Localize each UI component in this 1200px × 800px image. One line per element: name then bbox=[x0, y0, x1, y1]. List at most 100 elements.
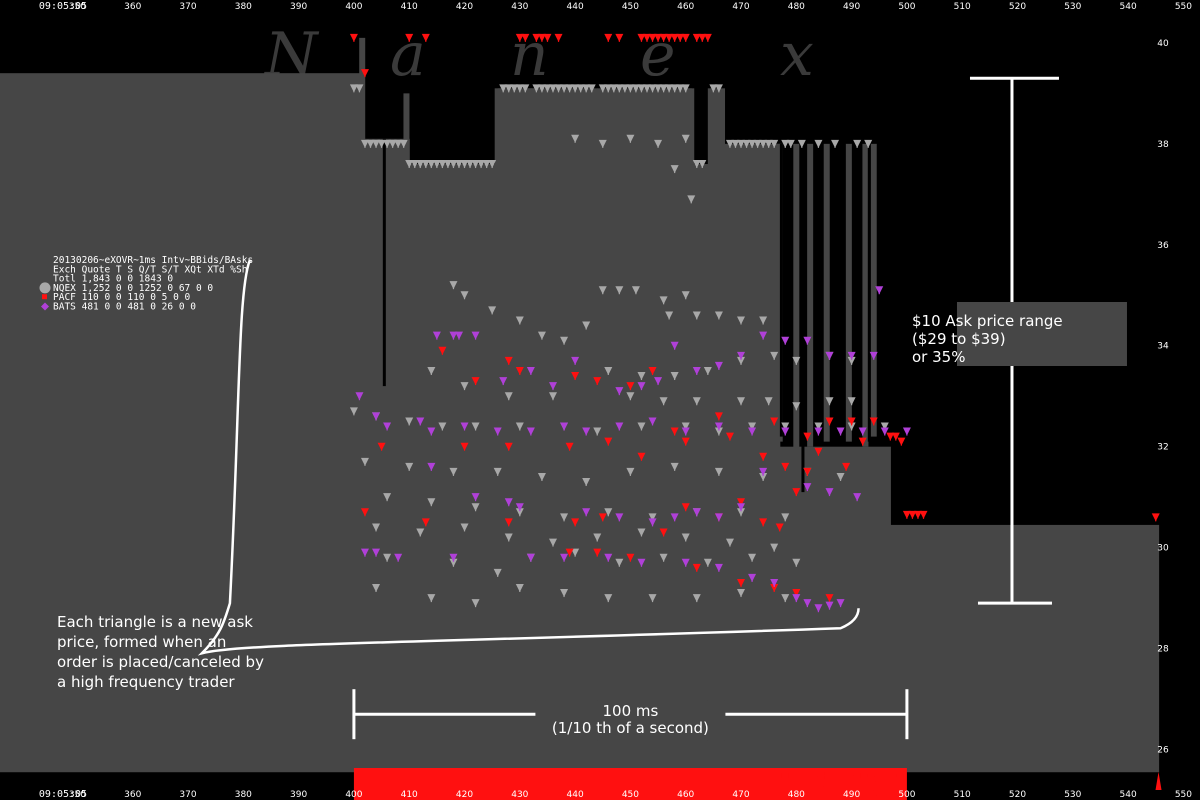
ask-spike bbox=[807, 143, 814, 447]
x-tick-label: 520 bbox=[1009, 790, 1026, 800]
x-tick-label: 540 bbox=[1120, 790, 1137, 800]
x-tick-label: 400 bbox=[345, 2, 362, 12]
ask-spike bbox=[494, 88, 501, 422]
ask-step bbox=[0, 73, 363, 773]
legend-square-icon bbox=[42, 294, 47, 300]
trade-tick bbox=[858, 772, 863, 800]
duration-label: 100 ms bbox=[603, 702, 659, 720]
x-time-start-top: 09:05:05 bbox=[39, 1, 87, 12]
x-tick-label: 440 bbox=[567, 2, 584, 12]
legend-diamond-icon bbox=[41, 302, 49, 311]
price-range-label: or 35% bbox=[912, 348, 965, 366]
y-tick-label: 38 bbox=[1157, 140, 1169, 150]
duration-label: (1/10 th of a second) bbox=[552, 719, 709, 737]
triangle-note-line: order is placed/canceled by bbox=[57, 653, 264, 671]
triangle-note-line: Each triangle is a new ask bbox=[57, 613, 253, 631]
x-tick-label: 370 bbox=[179, 2, 196, 12]
legend: 20130206~eXOVR~1ms Intv~BBids/BAsksExch … bbox=[39, 255, 253, 313]
y-tick-label: 40 bbox=[1157, 39, 1169, 49]
y-axis-right: 26 28 30 32 34 36 38 40 bbox=[1157, 39, 1169, 756]
annotations: $10 Ask price range($29 to $39)or 35% 100… bbox=[57, 76, 1127, 741]
watermark-letter: n bbox=[510, 20, 549, 90]
trade-tick bbox=[772, 772, 777, 800]
x-tick-label: 360 bbox=[124, 790, 141, 800]
x-tick-label: 370 bbox=[179, 790, 196, 800]
x-tick-label: 490 bbox=[843, 2, 860, 12]
ask-step bbox=[597, 88, 692, 773]
trade-tick bbox=[1155, 772, 1162, 790]
x-tick-label: 350 bbox=[69, 790, 86, 800]
x-tick-label: 480 bbox=[788, 790, 805, 800]
ask-step bbox=[691, 164, 709, 773]
x-tick-label: 450 bbox=[622, 790, 639, 800]
x-tick-label: 550 bbox=[1175, 2, 1192, 12]
y-tick-label: 30 bbox=[1157, 544, 1169, 554]
legend-row: NQEX 1,252 0 0 1252 0 67 0 0 bbox=[53, 283, 213, 294]
trade-tick bbox=[829, 772, 834, 800]
trade-tick bbox=[865, 772, 870, 800]
trade-markers bbox=[353, 768, 1162, 800]
x-tick-label: 450 bbox=[622, 2, 639, 12]
x-tick-label: 390 bbox=[290, 790, 307, 800]
ask-spike bbox=[793, 143, 800, 498]
trade-tick bbox=[815, 772, 820, 800]
ask-gap bbox=[814, 143, 818, 442]
legend-row: Exch Quote T S Q/T S/T XQt XTd %Sh bbox=[53, 264, 247, 275]
x-tick-label: 510 bbox=[954, 2, 971, 12]
trade-tick bbox=[779, 772, 784, 800]
best-ask-area bbox=[0, 37, 1160, 773]
duration-label-backing bbox=[535, 700, 726, 741]
x-tick-label: 410 bbox=[401, 790, 418, 800]
x-tick-label: 420 bbox=[456, 2, 473, 12]
price-range-label: ($29 to $39) bbox=[912, 330, 1006, 348]
trade-tick bbox=[822, 772, 827, 800]
x-tick-label: 470 bbox=[732, 790, 749, 800]
ask-spike bbox=[870, 143, 877, 437]
ask-step bbox=[724, 143, 781, 773]
ask-gap bbox=[867, 143, 871, 442]
range-label-backing bbox=[956, 302, 1127, 366]
legend-row: BATS 481 0 0 481 0 26 0 0 bbox=[53, 302, 196, 313]
ask-spike bbox=[359, 37, 366, 397]
x-tick-label: 380 bbox=[235, 2, 252, 12]
x-tick-label: 460 bbox=[677, 790, 694, 800]
x-tick-label: 420 bbox=[456, 790, 473, 800]
trade-tick bbox=[880, 772, 885, 800]
x-tick-label: 470 bbox=[732, 2, 749, 12]
ask-gap bbox=[853, 143, 857, 437]
x-time-start-bottom: 09:05:05 bbox=[39, 789, 87, 800]
x-tick-label: 400 bbox=[345, 790, 362, 800]
trade-band bbox=[353, 768, 907, 800]
ask-spike bbox=[823, 143, 830, 442]
ask-gap bbox=[382, 138, 386, 387]
ask-step bbox=[779, 446, 891, 773]
legend-row: Totl 1,843 0 0 1843 0 bbox=[53, 274, 173, 285]
ask-gap bbox=[801, 143, 805, 493]
x-tick-label: 360 bbox=[124, 2, 141, 12]
trade-tick bbox=[851, 772, 856, 800]
ask-step bbox=[362, 138, 410, 773]
x-tick-label: 380 bbox=[235, 790, 252, 800]
x-tick-label: 530 bbox=[1064, 790, 1081, 800]
x-tick-label: 500 bbox=[898, 790, 915, 800]
y-tick-label: 26 bbox=[1157, 746, 1169, 756]
x-tick-label: 350 bbox=[69, 2, 86, 12]
triangle-note-line: a high frequency trader bbox=[57, 673, 235, 691]
price-range-label: $10 Ask price range bbox=[912, 312, 1063, 330]
x-tick-label: 550 bbox=[1175, 790, 1192, 800]
y-tick-label: 36 bbox=[1157, 241, 1169, 251]
y-tick-label: 32 bbox=[1157, 443, 1168, 453]
x-tick-label: 460 bbox=[677, 2, 694, 12]
ask-spike bbox=[527, 88, 534, 417]
watermark-letter: e bbox=[640, 20, 676, 90]
ask-spike bbox=[776, 143, 783, 442]
ask-quote-markers bbox=[349, 33, 1160, 613]
ask-step bbox=[497, 88, 532, 773]
watermark-letter: x bbox=[780, 20, 814, 90]
ask-spike bbox=[845, 143, 852, 442]
trade-tick bbox=[800, 772, 805, 800]
x-tick-label: 540 bbox=[1120, 2, 1137, 12]
x-tick-label: 500 bbox=[898, 2, 915, 12]
